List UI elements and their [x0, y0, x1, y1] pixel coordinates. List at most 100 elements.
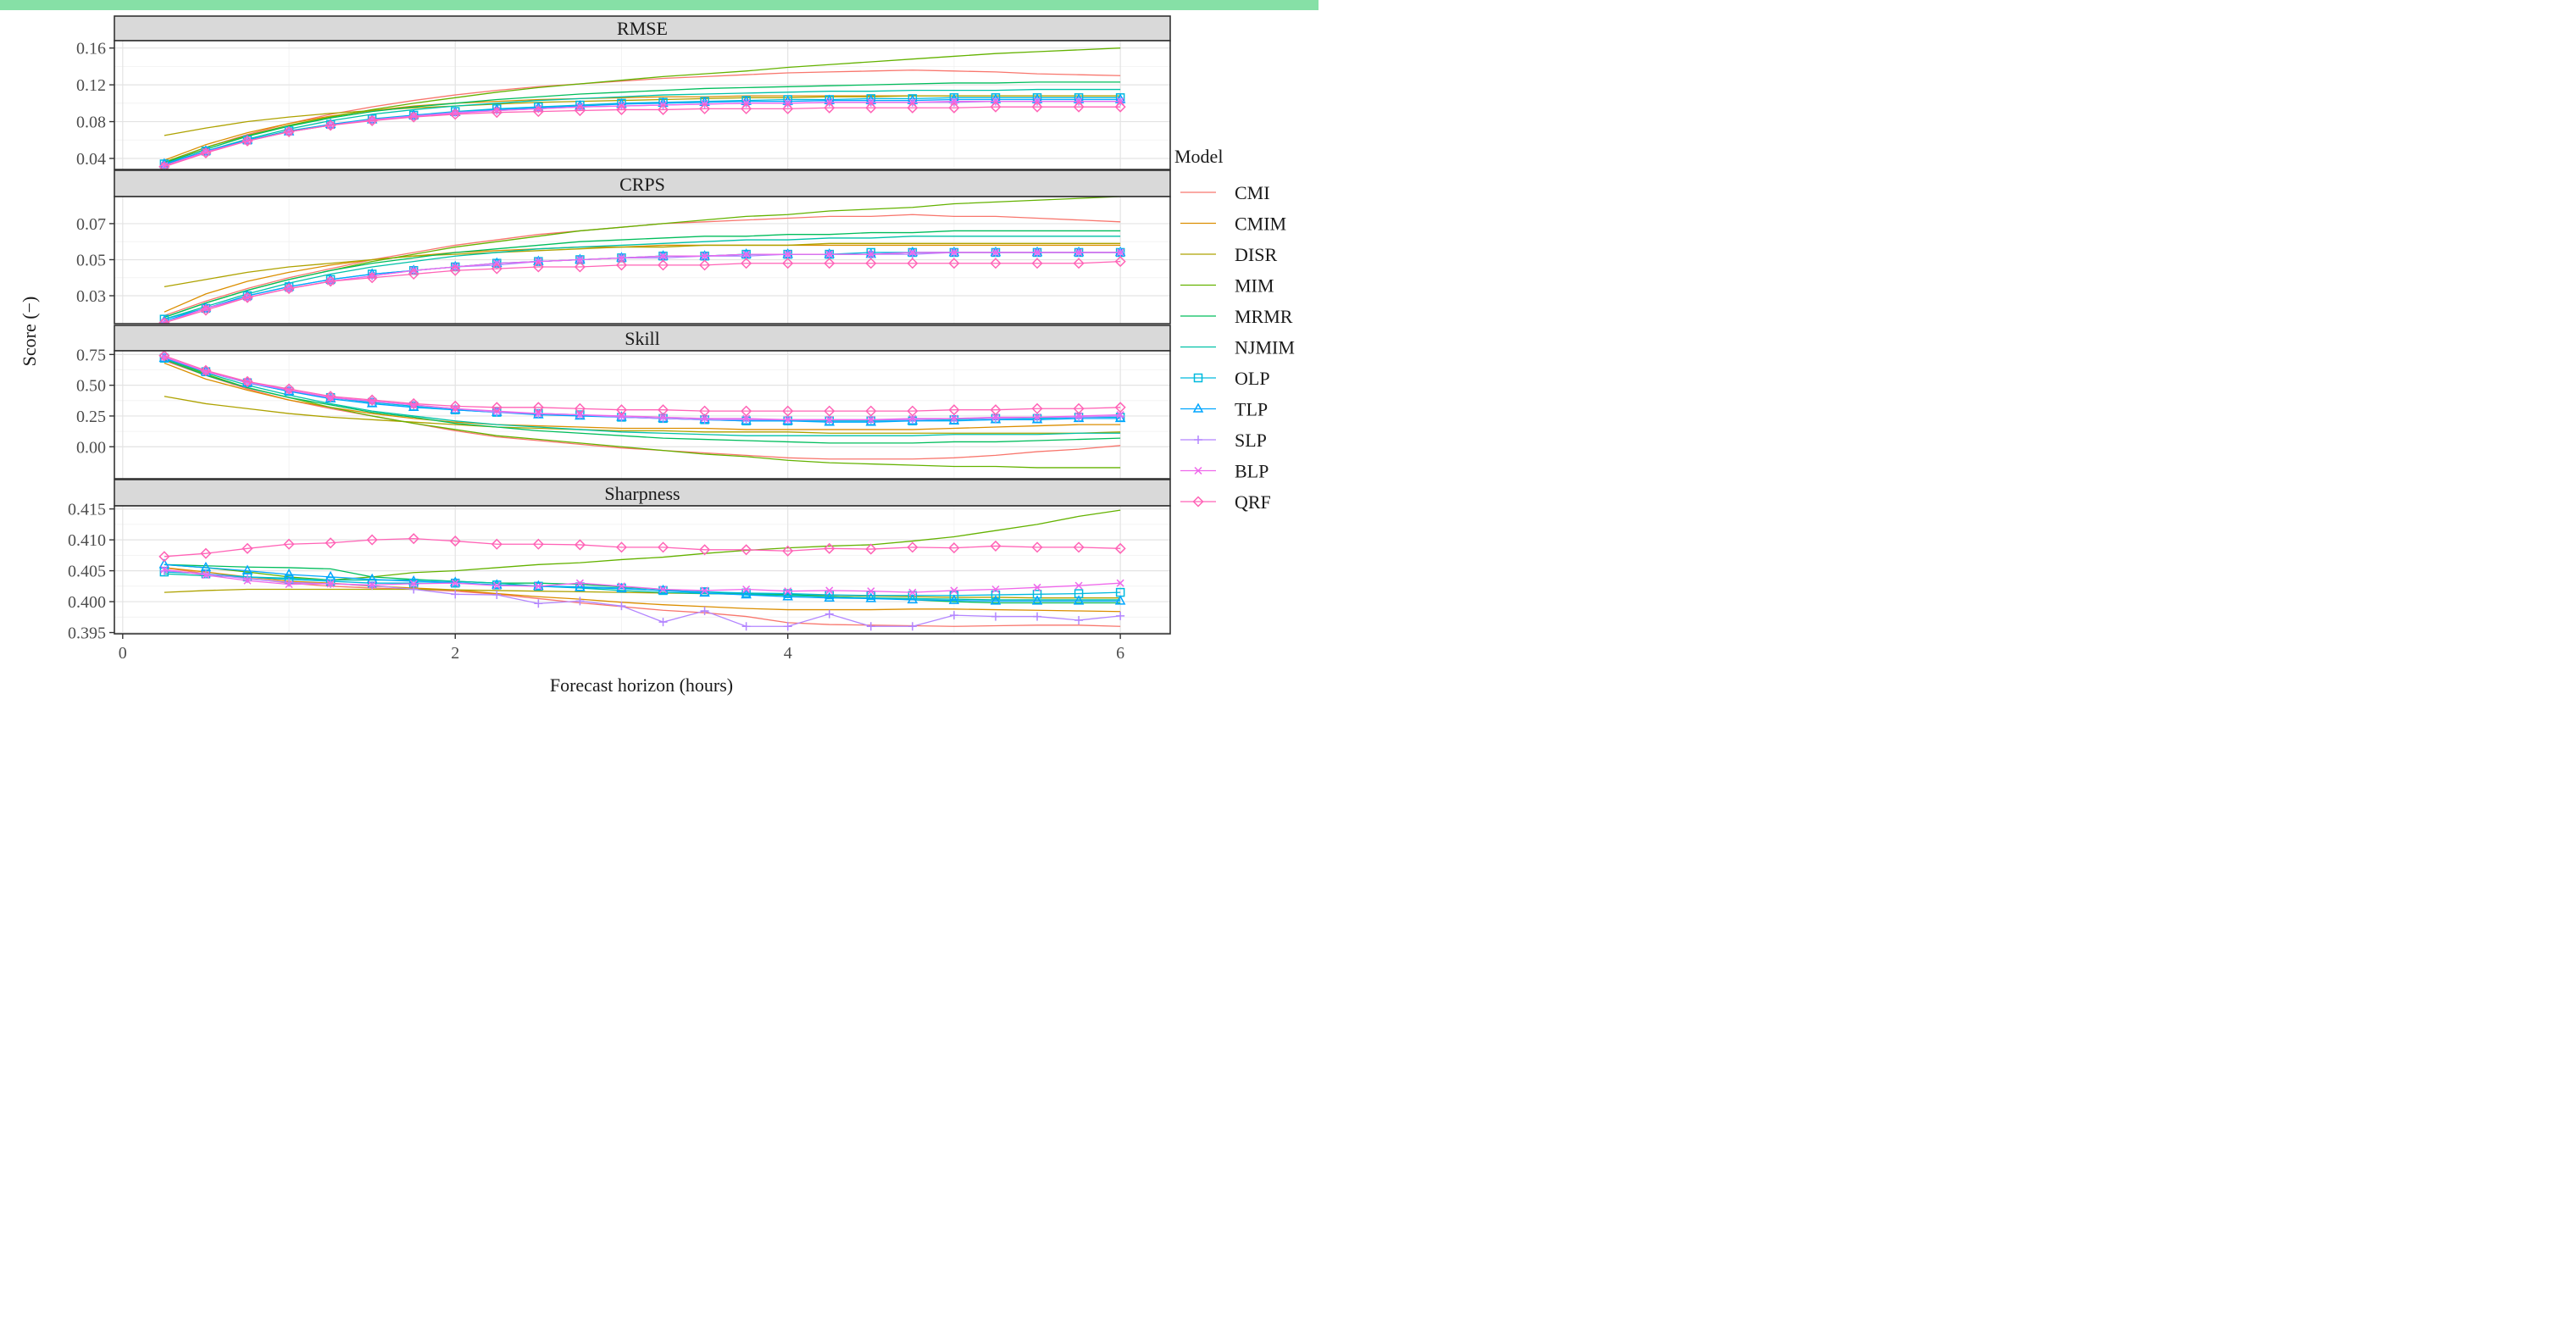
- point-tlp: [907, 593, 919, 604]
- series-line-mim: [164, 358, 1121, 469]
- point-qrf: [657, 541, 669, 553]
- legend-marker: [1193, 373, 1203, 383]
- point-blp: [285, 580, 293, 589]
- point-qrf: [242, 375, 253, 387]
- series-line-qrf: [164, 538, 1121, 558]
- point-qrf: [907, 405, 919, 417]
- y-tick-label: 0.08: [76, 114, 106, 132]
- legend-title: Model: [1174, 146, 1223, 167]
- point-blp: [617, 253, 626, 262]
- point-olp: [1032, 590, 1042, 599]
- series-line-tlp: [164, 563, 1121, 602]
- point-olp: [949, 591, 959, 601]
- series-line-cmim: [164, 244, 1121, 313]
- point-tlp: [533, 580, 544, 591]
- point-qrf: [741, 544, 752, 556]
- legend-label: MIM: [1235, 275, 1274, 297]
- point-qrf: [1114, 542, 1126, 554]
- point-blp: [658, 585, 668, 594]
- point-qrf: [865, 405, 877, 417]
- panel-border: [114, 350, 1171, 480]
- point-qrf: [532, 261, 544, 273]
- point-blp: [908, 414, 917, 423]
- point-qrf: [782, 405, 794, 417]
- point-slp: [285, 578, 294, 587]
- legend-item-mim: MIM: [1180, 275, 1274, 297]
- point-qrf: [1031, 101, 1043, 113]
- point-blp: [950, 248, 958, 257]
- point-qrf: [574, 261, 586, 273]
- point-tlp: [1031, 595, 1043, 605]
- point-qrf: [491, 538, 502, 550]
- panel-sharpness: Sharpness 0.395 0.400 0.405 0.410 0.415: [68, 479, 1171, 643]
- point-blp: [368, 580, 376, 589]
- series-line-tlp: [164, 98, 1121, 165]
- point-blp: [243, 576, 252, 585]
- series-line-blp: [164, 356, 1121, 420]
- point-qrf: [907, 258, 919, 269]
- point-qrf: [782, 545, 794, 557]
- point-blp: [202, 571, 210, 580]
- point-qrf: [990, 258, 1002, 269]
- point-qrf: [990, 540, 1002, 552]
- point-tlp: [782, 591, 793, 601]
- x-axis: 0 2 4 6: [119, 634, 1124, 663]
- legend-item-tlp: TLP: [1180, 399, 1268, 420]
- point-blp: [867, 250, 875, 258]
- point-qrf: [532, 106, 544, 118]
- point-qrf: [283, 538, 295, 550]
- point-blp: [575, 255, 584, 264]
- legend-item-disr: DISR: [1180, 244, 1277, 265]
- point-blp: [575, 103, 584, 111]
- legend-label: NJMIM: [1235, 337, 1295, 358]
- point-slp: [991, 612, 1000, 621]
- point-qrf: [449, 264, 461, 276]
- facet-strip: [114, 169, 1171, 197]
- point-slp: [159, 566, 169, 575]
- series-group: [158, 47, 1126, 169]
- point-tlp: [948, 594, 960, 604]
- point-qrf: [699, 544, 711, 556]
- point-qrf: [574, 402, 586, 414]
- point-blp: [784, 415, 792, 424]
- facet-title: RMSE: [617, 18, 668, 39]
- y-tick-label: 0.03: [76, 287, 106, 306]
- series-line-qrf: [164, 355, 1121, 412]
- point-qrf: [158, 161, 170, 169]
- point-blp: [160, 565, 169, 574]
- y-tick-label: 0.25: [76, 408, 106, 426]
- point-blp: [534, 409, 542, 418]
- x-axis-title: Forecast horizon (hours): [550, 674, 733, 696]
- point-slp: [866, 622, 875, 631]
- legend-item-slp: SLP: [1180, 430, 1267, 451]
- point-slp: [1116, 611, 1125, 620]
- point-qrf: [615, 103, 628, 115]
- point-slp: [575, 597, 585, 606]
- point-slp: [1116, 411, 1125, 420]
- point-qrf: [990, 101, 1002, 113]
- point-blp: [1116, 579, 1124, 587]
- point-slp: [908, 250, 917, 259]
- point-blp: [701, 586, 709, 595]
- series-line-njmim: [164, 236, 1121, 320]
- y-tick-label: 0.16: [76, 40, 106, 58]
- point-tlp: [575, 581, 586, 591]
- panel-border: [114, 196, 1171, 325]
- point-qrf: [657, 259, 669, 271]
- point-blp: [701, 414, 709, 423]
- point-qrf: [283, 125, 295, 138]
- y-tick-label: 0.12: [76, 76, 106, 95]
- point-slp: [991, 413, 1000, 423]
- y-tick-label: 0.395: [68, 624, 106, 643]
- point-qrf: [408, 397, 419, 409]
- point-blp: [950, 414, 958, 423]
- point-qrf: [1031, 402, 1043, 414]
- point-tlp: [1114, 595, 1126, 605]
- point-blp: [950, 97, 958, 106]
- point-qrf: [615, 259, 628, 271]
- point-slp: [409, 585, 419, 594]
- facet-title: CRPS: [619, 174, 665, 195]
- point-slp: [1033, 612, 1042, 621]
- point-slp: [700, 607, 709, 616]
- point-qrf: [948, 404, 960, 416]
